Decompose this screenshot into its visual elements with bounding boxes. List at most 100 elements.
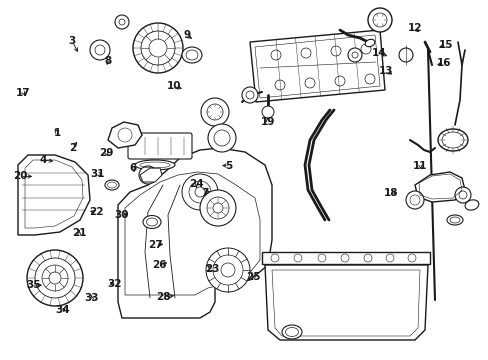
Polygon shape [414, 172, 464, 202]
Text: 16: 16 [436, 58, 450, 68]
Circle shape [35, 258, 75, 298]
Circle shape [454, 187, 470, 203]
Ellipse shape [449, 217, 459, 223]
Circle shape [398, 48, 412, 62]
Text: 18: 18 [383, 188, 398, 198]
Circle shape [351, 52, 357, 58]
Text: 17: 17 [16, 88, 31, 98]
Circle shape [340, 254, 348, 262]
Circle shape [458, 191, 466, 199]
Text: 15: 15 [438, 40, 452, 50]
Circle shape [201, 98, 228, 126]
Circle shape [214, 130, 229, 146]
Text: 29: 29 [99, 148, 114, 158]
Circle shape [305, 78, 314, 88]
Text: 2: 2 [69, 143, 76, 153]
Text: 21: 21 [72, 228, 86, 238]
Circle shape [301, 48, 310, 58]
Text: 35: 35 [26, 280, 41, 290]
Ellipse shape [441, 132, 463, 148]
Text: 30: 30 [114, 210, 128, 220]
Text: 3: 3 [69, 36, 76, 46]
Polygon shape [249, 30, 384, 102]
Circle shape [213, 255, 243, 285]
Text: 9: 9 [183, 30, 190, 40]
Text: 4: 4 [39, 155, 47, 165]
Text: 7: 7 [201, 188, 209, 198]
Text: 11: 11 [412, 161, 427, 171]
FancyBboxPatch shape [128, 133, 192, 159]
Circle shape [139, 166, 157, 184]
Text: 6: 6 [129, 163, 136, 174]
Circle shape [206, 197, 228, 219]
Circle shape [270, 50, 281, 60]
Text: 25: 25 [245, 272, 260, 282]
Circle shape [149, 39, 167, 57]
Polygon shape [118, 148, 271, 318]
Ellipse shape [107, 182, 116, 188]
Ellipse shape [464, 200, 478, 210]
Text: 32: 32 [107, 279, 122, 289]
Text: 33: 33 [84, 293, 99, 303]
Ellipse shape [365, 39, 374, 47]
Circle shape [367, 8, 391, 32]
Circle shape [27, 250, 83, 306]
Circle shape [245, 91, 253, 99]
Circle shape [330, 46, 340, 56]
Bar [262, 252, 429, 264]
Text: 34: 34 [55, 305, 70, 315]
Circle shape [385, 254, 393, 262]
Text: 12: 12 [407, 23, 421, 33]
Circle shape [372, 13, 386, 27]
Circle shape [42, 265, 68, 291]
Circle shape [317, 254, 325, 262]
Circle shape [347, 48, 361, 62]
Text: 14: 14 [371, 48, 386, 58]
Circle shape [213, 203, 223, 213]
Circle shape [115, 15, 129, 29]
Circle shape [182, 174, 218, 210]
Circle shape [141, 31, 175, 65]
Text: 10: 10 [166, 81, 181, 91]
Ellipse shape [182, 47, 202, 63]
Polygon shape [108, 122, 142, 148]
Circle shape [407, 254, 415, 262]
Circle shape [200, 190, 236, 226]
Circle shape [205, 248, 249, 292]
Ellipse shape [446, 215, 462, 225]
Circle shape [360, 44, 370, 54]
Text: 26: 26 [151, 260, 166, 270]
Text: 5: 5 [225, 161, 232, 171]
Circle shape [364, 74, 374, 84]
Circle shape [363, 254, 371, 262]
Circle shape [270, 254, 279, 262]
Ellipse shape [285, 328, 298, 337]
Circle shape [242, 87, 258, 103]
Circle shape [221, 263, 235, 277]
Text: 20: 20 [13, 171, 28, 181]
Ellipse shape [135, 160, 175, 170]
Text: 28: 28 [156, 292, 171, 302]
Circle shape [274, 80, 285, 90]
Circle shape [409, 195, 419, 205]
Polygon shape [264, 265, 427, 340]
Circle shape [207, 124, 236, 152]
Text: 24: 24 [189, 179, 203, 189]
Text: 27: 27 [148, 240, 163, 250]
Circle shape [262, 106, 273, 118]
Ellipse shape [282, 325, 302, 339]
Circle shape [405, 191, 423, 209]
Text: 1: 1 [54, 128, 61, 138]
Ellipse shape [437, 129, 467, 151]
Polygon shape [18, 155, 90, 235]
Circle shape [206, 104, 223, 120]
Circle shape [118, 128, 132, 142]
Circle shape [95, 45, 105, 55]
Text: 22: 22 [89, 207, 104, 217]
Circle shape [133, 23, 183, 73]
Circle shape [195, 187, 204, 197]
Circle shape [90, 40, 110, 60]
Circle shape [49, 272, 61, 284]
Ellipse shape [105, 180, 119, 190]
Ellipse shape [185, 50, 198, 60]
